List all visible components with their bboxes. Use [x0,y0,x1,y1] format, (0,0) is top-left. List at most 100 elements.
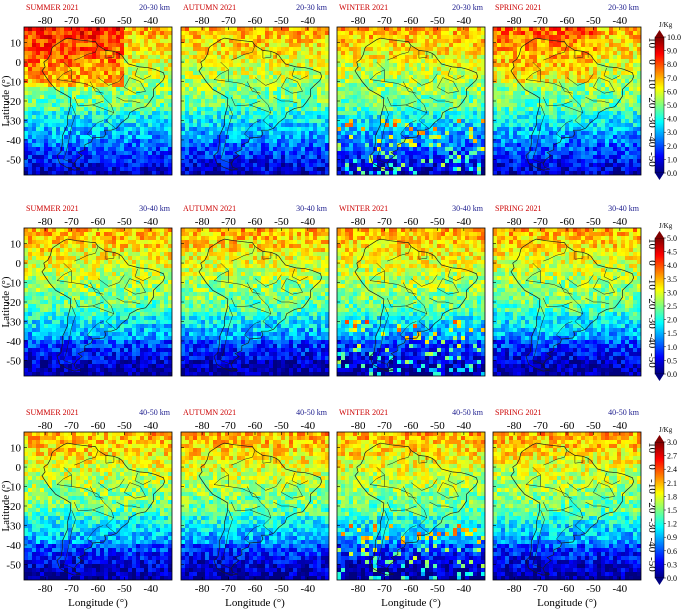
colorbar: J/Kg 3.0 2.7 2.4 2.1 1.8 1.5 1.2 0.9 0.6 0.3 0.0 [654,426,677,585]
country-border [437,77,459,94]
country-border [246,282,261,295]
country-border [281,278,303,295]
country-border [213,69,229,82]
country-border [74,45,99,61]
country-border [558,282,573,295]
x-tick-label-top: -40 [457,216,472,228]
y-tick-label-right: 10 [646,238,658,250]
country-border [585,297,610,305]
country-border [249,509,271,518]
y-tick-label: -50 [6,559,21,571]
country-border [220,466,273,534]
y-tick-label: 0 [16,258,22,270]
x-tick-label-top: -60 [560,15,575,27]
country-border [244,525,261,544]
country-border [376,262,429,330]
colorbar-tick-label: 4.0 [667,115,677,124]
x-tick-label-top: -40 [144,420,159,432]
y-tick-label: -10 [6,482,21,494]
x-tick-label-top: -80 [507,420,522,432]
coastline [354,442,478,576]
y-tick-label-right: 10 [646,37,658,49]
energy-field [493,228,641,376]
map-panel: -80 -70 -60 -50 -40100-10-20-30-40-50SPRING … [492,3,658,176]
country-border [231,45,256,61]
x-tick-label-top: -80 [38,420,53,432]
altitude-band: 20-30 km [139,3,171,12]
colorbar-tick-label: 0.6 [667,547,677,556]
colorbar-gradient [654,441,665,579]
x-tick-label-top: -40 [613,420,628,432]
country-border [410,274,438,287]
colorbar-tick-label: 6.0 [667,87,677,96]
country-border [124,278,146,295]
country-border [386,297,417,308]
country-border [574,455,584,464]
country-border [63,305,76,365]
x-tick-label-top: -40 [457,15,472,27]
country-border [593,278,615,295]
country-border [105,455,115,464]
x-tick-label-top: -70 [377,420,392,432]
y-tick-label: -40 [6,336,21,348]
x-tick-label-top: -50 [586,420,601,432]
x-tick-label-top: -40 [613,15,628,27]
x-tick-label-bottom: -80 [195,583,210,595]
country-border [376,104,389,164]
country-border [447,268,465,281]
colorbar-tick-label: 7.0 [667,74,677,83]
country-border [376,305,389,365]
y-tick-label: -40 [6,540,21,552]
colorbar-min-arrow [655,173,664,180]
colorbar-tick-label: 5.0 [667,234,677,243]
country-border [249,305,271,314]
country-border [87,525,104,544]
country-border [92,509,114,518]
country-border [92,305,114,314]
energy-field [24,432,172,580]
colorbar-tick-label: 8.0 [667,60,677,69]
country-border [400,525,417,544]
energy-field [493,27,641,175]
country-border [249,104,271,113]
altitude-band: 30-40 km [452,204,484,213]
colorbar-tick-label: 1.0 [667,155,677,164]
energy-field [493,432,641,580]
country-border [387,246,412,262]
y-tick-label: -10 [6,77,21,89]
y-tick-label: -50 [6,355,21,367]
y-tick-label: -30 [6,520,21,532]
country-border [574,251,584,260]
country-border [543,246,568,262]
coastline [510,238,634,372]
x-tick-label-top: -50 [117,420,132,432]
country-border [525,69,541,82]
x-tick-label-bottom: -40 [613,583,628,595]
country-border [116,501,141,509]
country-border [532,466,585,534]
map-panel: -80 -70 -60 -50 -40 WINTER 2021 20-30 km [336,3,486,176]
x-tick-label-top: -70 [221,15,236,27]
country-border [556,525,573,544]
colorbar-tick-label: 2.0 [667,316,677,325]
x-tick-label-top: -80 [38,15,53,27]
x-tick-label-top: -70 [533,216,548,228]
country-border [566,274,594,287]
x-tick-label-top: -40 [301,216,316,228]
country-border [561,509,583,518]
x-tick-label-top: -70 [221,420,236,432]
country-border [273,297,298,305]
country-border [532,509,545,569]
country-border [291,67,309,80]
colorbar-tick-label: 1.0 [667,343,677,352]
colorbar-gradient [654,36,665,174]
x-axis-label: Longitude (°) [537,597,597,609]
country-border [273,501,298,509]
x-tick-label-top: -40 [144,15,159,27]
country-border [532,61,585,129]
country-border [532,305,545,365]
colorbar-tick-label: 3.0 [667,288,677,297]
map-panel: -80 -70 -60 -50 -40 -80 -70 -60 -50 -40 Longitude … [0,408,173,609]
x-tick-label-top: -50 [430,216,445,228]
colorbar: J/Kg 10.0 9.0 8.0 7.0 6.0 5.0 4.0 3.0 2.0 1.0 0.0 [654,21,681,180]
